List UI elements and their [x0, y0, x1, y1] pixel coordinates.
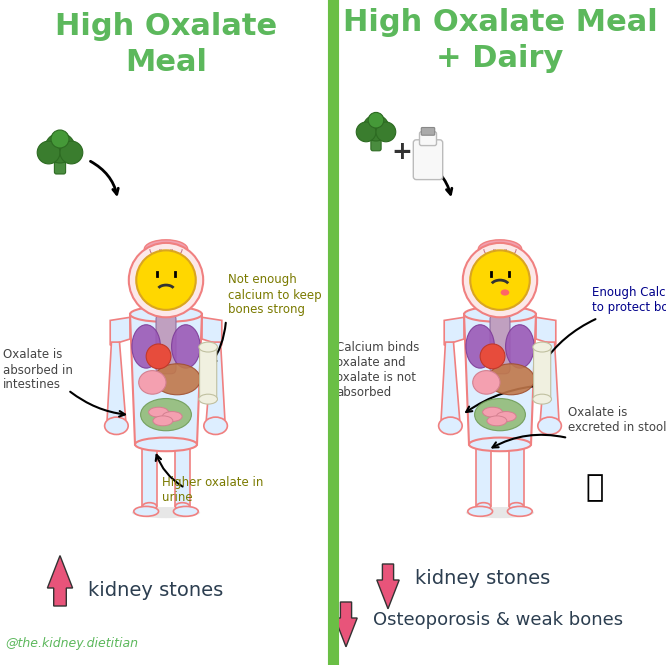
Ellipse shape: [487, 416, 507, 426]
Ellipse shape: [130, 307, 202, 322]
Circle shape: [60, 141, 83, 164]
Circle shape: [463, 243, 537, 317]
Ellipse shape: [141, 398, 191, 431]
Polygon shape: [536, 317, 556, 345]
Ellipse shape: [483, 407, 502, 417]
FancyBboxPatch shape: [371, 128, 381, 151]
Text: Not enough
calcium to keep
bones strong: Not enough calcium to keep bones strong: [228, 273, 322, 317]
Ellipse shape: [509, 503, 523, 510]
Ellipse shape: [139, 370, 166, 394]
Ellipse shape: [533, 342, 551, 352]
Text: kidney stones: kidney stones: [415, 569, 550, 587]
Circle shape: [37, 141, 60, 164]
Ellipse shape: [475, 398, 525, 431]
Circle shape: [480, 344, 505, 369]
Ellipse shape: [473, 370, 500, 394]
Ellipse shape: [149, 407, 168, 417]
Text: High Oxalate
Meal: High Oxalate Meal: [55, 12, 277, 77]
Ellipse shape: [199, 342, 218, 352]
Polygon shape: [377, 564, 399, 608]
Text: Osteoporosis & weak bones: Osteoporosis & weak bones: [373, 611, 623, 629]
Polygon shape: [540, 342, 559, 420]
Polygon shape: [110, 317, 130, 345]
Circle shape: [368, 112, 384, 128]
Ellipse shape: [132, 507, 200, 518]
Ellipse shape: [143, 503, 157, 510]
Circle shape: [129, 243, 203, 317]
Text: Higher oxalate in
urine: Higher oxalate in urine: [162, 476, 263, 504]
Polygon shape: [441, 342, 460, 420]
FancyBboxPatch shape: [200, 344, 216, 402]
Circle shape: [363, 115, 389, 141]
Text: 💩: 💩: [586, 473, 604, 503]
Ellipse shape: [132, 325, 161, 368]
Ellipse shape: [468, 507, 493, 516]
Polygon shape: [143, 442, 157, 507]
Text: @the.kidney.dietitian: @the.kidney.dietitian: [5, 637, 138, 650]
Circle shape: [51, 130, 69, 148]
Polygon shape: [47, 555, 73, 606]
Ellipse shape: [466, 507, 534, 518]
Ellipse shape: [145, 240, 188, 259]
Text: High Oxalate Meal
+ Dairy: High Oxalate Meal + Dairy: [342, 8, 657, 73]
FancyBboxPatch shape: [55, 149, 65, 174]
FancyBboxPatch shape: [533, 344, 551, 402]
Ellipse shape: [469, 438, 531, 452]
Text: kidney stones: kidney stones: [88, 581, 223, 600]
Ellipse shape: [507, 507, 532, 516]
Text: Calcium binds
oxalate and
oxalate is not
absorbed: Calcium binds oxalate and oxalate is not…: [336, 341, 420, 399]
Text: Oxalate is
excreted in stool: Oxalate is excreted in stool: [568, 406, 666, 434]
Circle shape: [146, 344, 171, 369]
Polygon shape: [476, 442, 491, 507]
Polygon shape: [107, 342, 126, 420]
Ellipse shape: [105, 417, 128, 434]
Ellipse shape: [175, 503, 190, 510]
Polygon shape: [155, 299, 177, 311]
Ellipse shape: [466, 325, 494, 368]
Circle shape: [137, 250, 196, 310]
Polygon shape: [335, 602, 357, 647]
Polygon shape: [464, 314, 536, 444]
Ellipse shape: [135, 438, 197, 452]
Text: Oxalate is
absorbed in
intestines: Oxalate is absorbed in intestines: [3, 348, 73, 392]
Text: +: +: [392, 140, 412, 164]
Ellipse shape: [464, 307, 536, 322]
Ellipse shape: [173, 507, 198, 516]
Polygon shape: [489, 299, 511, 311]
Polygon shape: [175, 442, 190, 507]
Circle shape: [356, 122, 376, 142]
FancyBboxPatch shape: [156, 314, 176, 374]
Ellipse shape: [199, 394, 218, 404]
Ellipse shape: [204, 417, 227, 434]
Ellipse shape: [496, 412, 516, 422]
Circle shape: [45, 133, 75, 163]
Ellipse shape: [488, 364, 534, 395]
Ellipse shape: [134, 507, 159, 516]
Ellipse shape: [172, 325, 200, 368]
Polygon shape: [509, 442, 523, 507]
Polygon shape: [202, 317, 222, 345]
Ellipse shape: [476, 503, 491, 510]
Circle shape: [470, 250, 529, 310]
Ellipse shape: [533, 394, 551, 404]
Ellipse shape: [439, 417, 462, 434]
Ellipse shape: [163, 412, 182, 422]
Ellipse shape: [538, 417, 561, 434]
Polygon shape: [206, 342, 225, 420]
FancyBboxPatch shape: [414, 140, 443, 180]
Polygon shape: [444, 317, 464, 345]
FancyBboxPatch shape: [420, 132, 436, 146]
Ellipse shape: [478, 240, 521, 259]
FancyBboxPatch shape: [490, 314, 510, 374]
Ellipse shape: [153, 416, 172, 426]
Circle shape: [376, 122, 396, 142]
FancyBboxPatch shape: [422, 128, 435, 135]
Polygon shape: [130, 314, 202, 444]
Ellipse shape: [501, 289, 509, 296]
Ellipse shape: [505, 325, 534, 368]
Text: Enough Calcium
to protect bones: Enough Calcium to protect bones: [592, 286, 666, 314]
Ellipse shape: [154, 364, 200, 395]
